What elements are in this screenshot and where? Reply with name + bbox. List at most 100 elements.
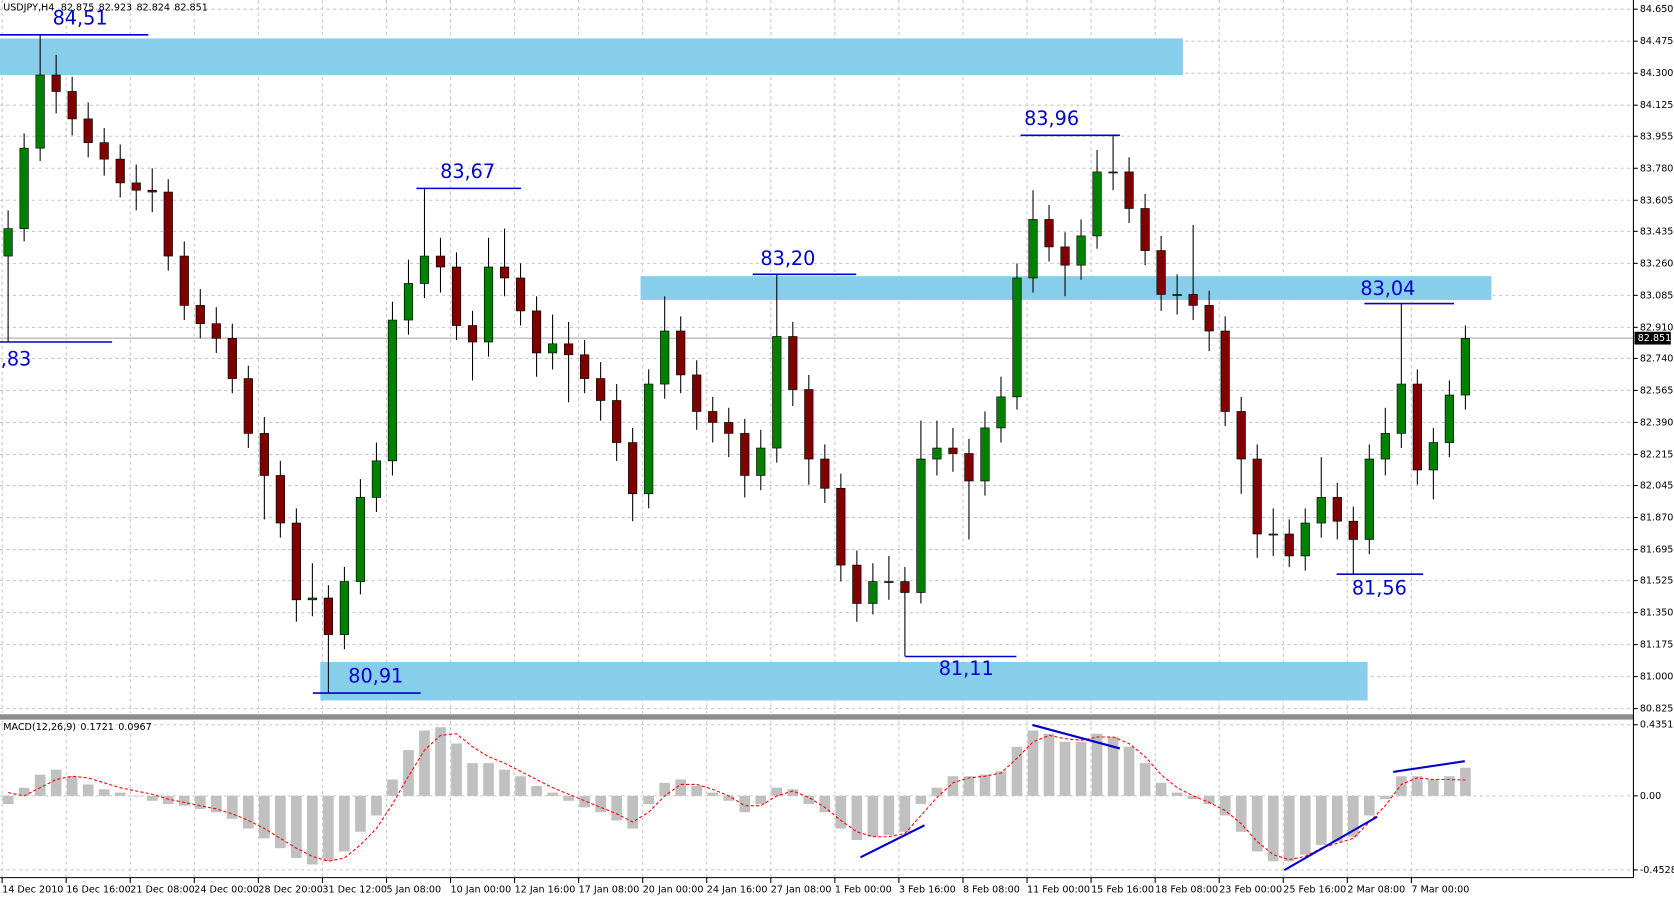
macd-bar [1123, 746, 1135, 796]
candle-body [676, 330, 686, 376]
macd-bar [1107, 737, 1119, 796]
macd-bar [451, 743, 462, 796]
macd-bar [1075, 741, 1087, 796]
macd-bar [1315, 795, 1327, 845]
macd-bar [1155, 782, 1167, 796]
candle-body [371, 460, 382, 498]
x-tick-label: 21 Dec 08:00 [130, 884, 195, 895]
y-tick-label: 82.565 [1640, 385, 1674, 396]
x-tick-label: 12 Jan 16:00 [515, 884, 576, 895]
candle-body [339, 581, 349, 635]
macd-bar [707, 792, 719, 796]
y-tick-label: 82.910 [1640, 322, 1674, 333]
candle-body [1060, 246, 1070, 266]
candle-body [1428, 442, 1438, 471]
candle-body [756, 447, 766, 476]
candle-body [1076, 235, 1086, 266]
y-tick-label: 82.390 [1640, 417, 1674, 428]
macd-bar [275, 795, 286, 849]
candle-body [483, 266, 494, 343]
candle-body [67, 91, 77, 120]
macd-bar [194, 795, 206, 809]
candle-body [612, 400, 622, 443]
level-label: 83,96 [1024, 107, 1079, 130]
y-tick-label: 81.870 [1640, 513, 1674, 524]
macd-bar [50, 769, 62, 796]
candle-body [1172, 294, 1182, 296]
macd-bar [114, 792, 126, 796]
x-tick-label: 14 Dec 2010 [2, 884, 63, 895]
y-tick-label: 81.175 [1640, 640, 1674, 651]
x-tick-label: 5 Jan 08:00 [386, 884, 441, 895]
candle-body [243, 378, 253, 434]
macd-bar [178, 795, 190, 806]
candle-body [419, 255, 430, 284]
candle-body [355, 497, 366, 582]
candle-body [708, 411, 718, 423]
x-tick-label: 27 Jan 08:00 [771, 884, 832, 895]
candle-body [980, 427, 990, 482]
candle-body [996, 396, 1006, 429]
macd-bar [675, 779, 687, 796]
candle-body [1156, 250, 1166, 295]
x-tick-label: 7 Mar 00:00 [1411, 884, 1469, 895]
mark-layer [0, 34, 1634, 865]
macd-bar [563, 795, 574, 801]
y-tick-label: 83.435 [1640, 226, 1674, 237]
macd-bar [226, 795, 238, 819]
y-tick-label: 0.4351 [1640, 720, 1674, 731]
macd-bar [547, 792, 558, 796]
macd-bar [435, 727, 446, 796]
high-value: 82.923 [99, 3, 133, 14]
macd-bar [739, 795, 751, 813]
x-tick-label: 28 Dec 20:00 [258, 884, 323, 895]
candle-body [1316, 497, 1326, 524]
macd-bar [1267, 795, 1279, 862]
y-tick-label: 81.525 [1640, 576, 1674, 587]
macd-bar [963, 776, 975, 796]
candle-body [83, 118, 93, 143]
candle-body [1012, 277, 1022, 398]
macd-bar [1331, 795, 1343, 842]
macd-bar [643, 795, 655, 805]
price-zone [320, 661, 1368, 701]
y-tick-label: 82.215 [1640, 449, 1674, 460]
close-value: 82.851 [174, 3, 208, 14]
macd-bar [82, 784, 94, 796]
macd-bar [355, 795, 366, 832]
macd-bar [1059, 741, 1071, 796]
candle-body [1300, 522, 1310, 557]
y-tick-label: 83.780 [1640, 163, 1674, 174]
candle-body [964, 453, 974, 482]
macd-bar [1283, 795, 1295, 862]
candle-body [948, 447, 958, 454]
macd-bar [1444, 776, 1455, 796]
macd-divergence-lines [860, 723, 1465, 872]
candle-body [580, 354, 590, 379]
x-tick-label: 18 Feb 08:00 [1155, 884, 1218, 895]
signal-value: 0.0967 [118, 722, 152, 733]
macd-title: MACD(12,26,9) [3, 722, 76, 733]
macd-bar [419, 730, 430, 796]
candle-body [660, 330, 670, 385]
macd-bar [1187, 795, 1199, 800]
candle-body [259, 433, 269, 476]
candle-body [788, 336, 798, 390]
macd-bar [1139, 763, 1151, 796]
candle-body [131, 182, 141, 191]
y-tick-label: 81.695 [1640, 545, 1674, 556]
macd-bar [627, 795, 638, 829]
price-marker-label: 82.851 [1638, 333, 1672, 344]
macd-bar [819, 795, 831, 813]
macd-bar [18, 787, 30, 796]
macd-bar [162, 795, 174, 805]
y-tick-label: 82.740 [1640, 353, 1674, 364]
macd-bar [755, 795, 767, 805]
candle-body [1348, 520, 1358, 540]
candle-body [291, 522, 301, 601]
candle-body [1220, 330, 1230, 412]
macd-bar [1379, 795, 1391, 800]
candle-body [644, 383, 654, 495]
candle-body [275, 475, 285, 524]
